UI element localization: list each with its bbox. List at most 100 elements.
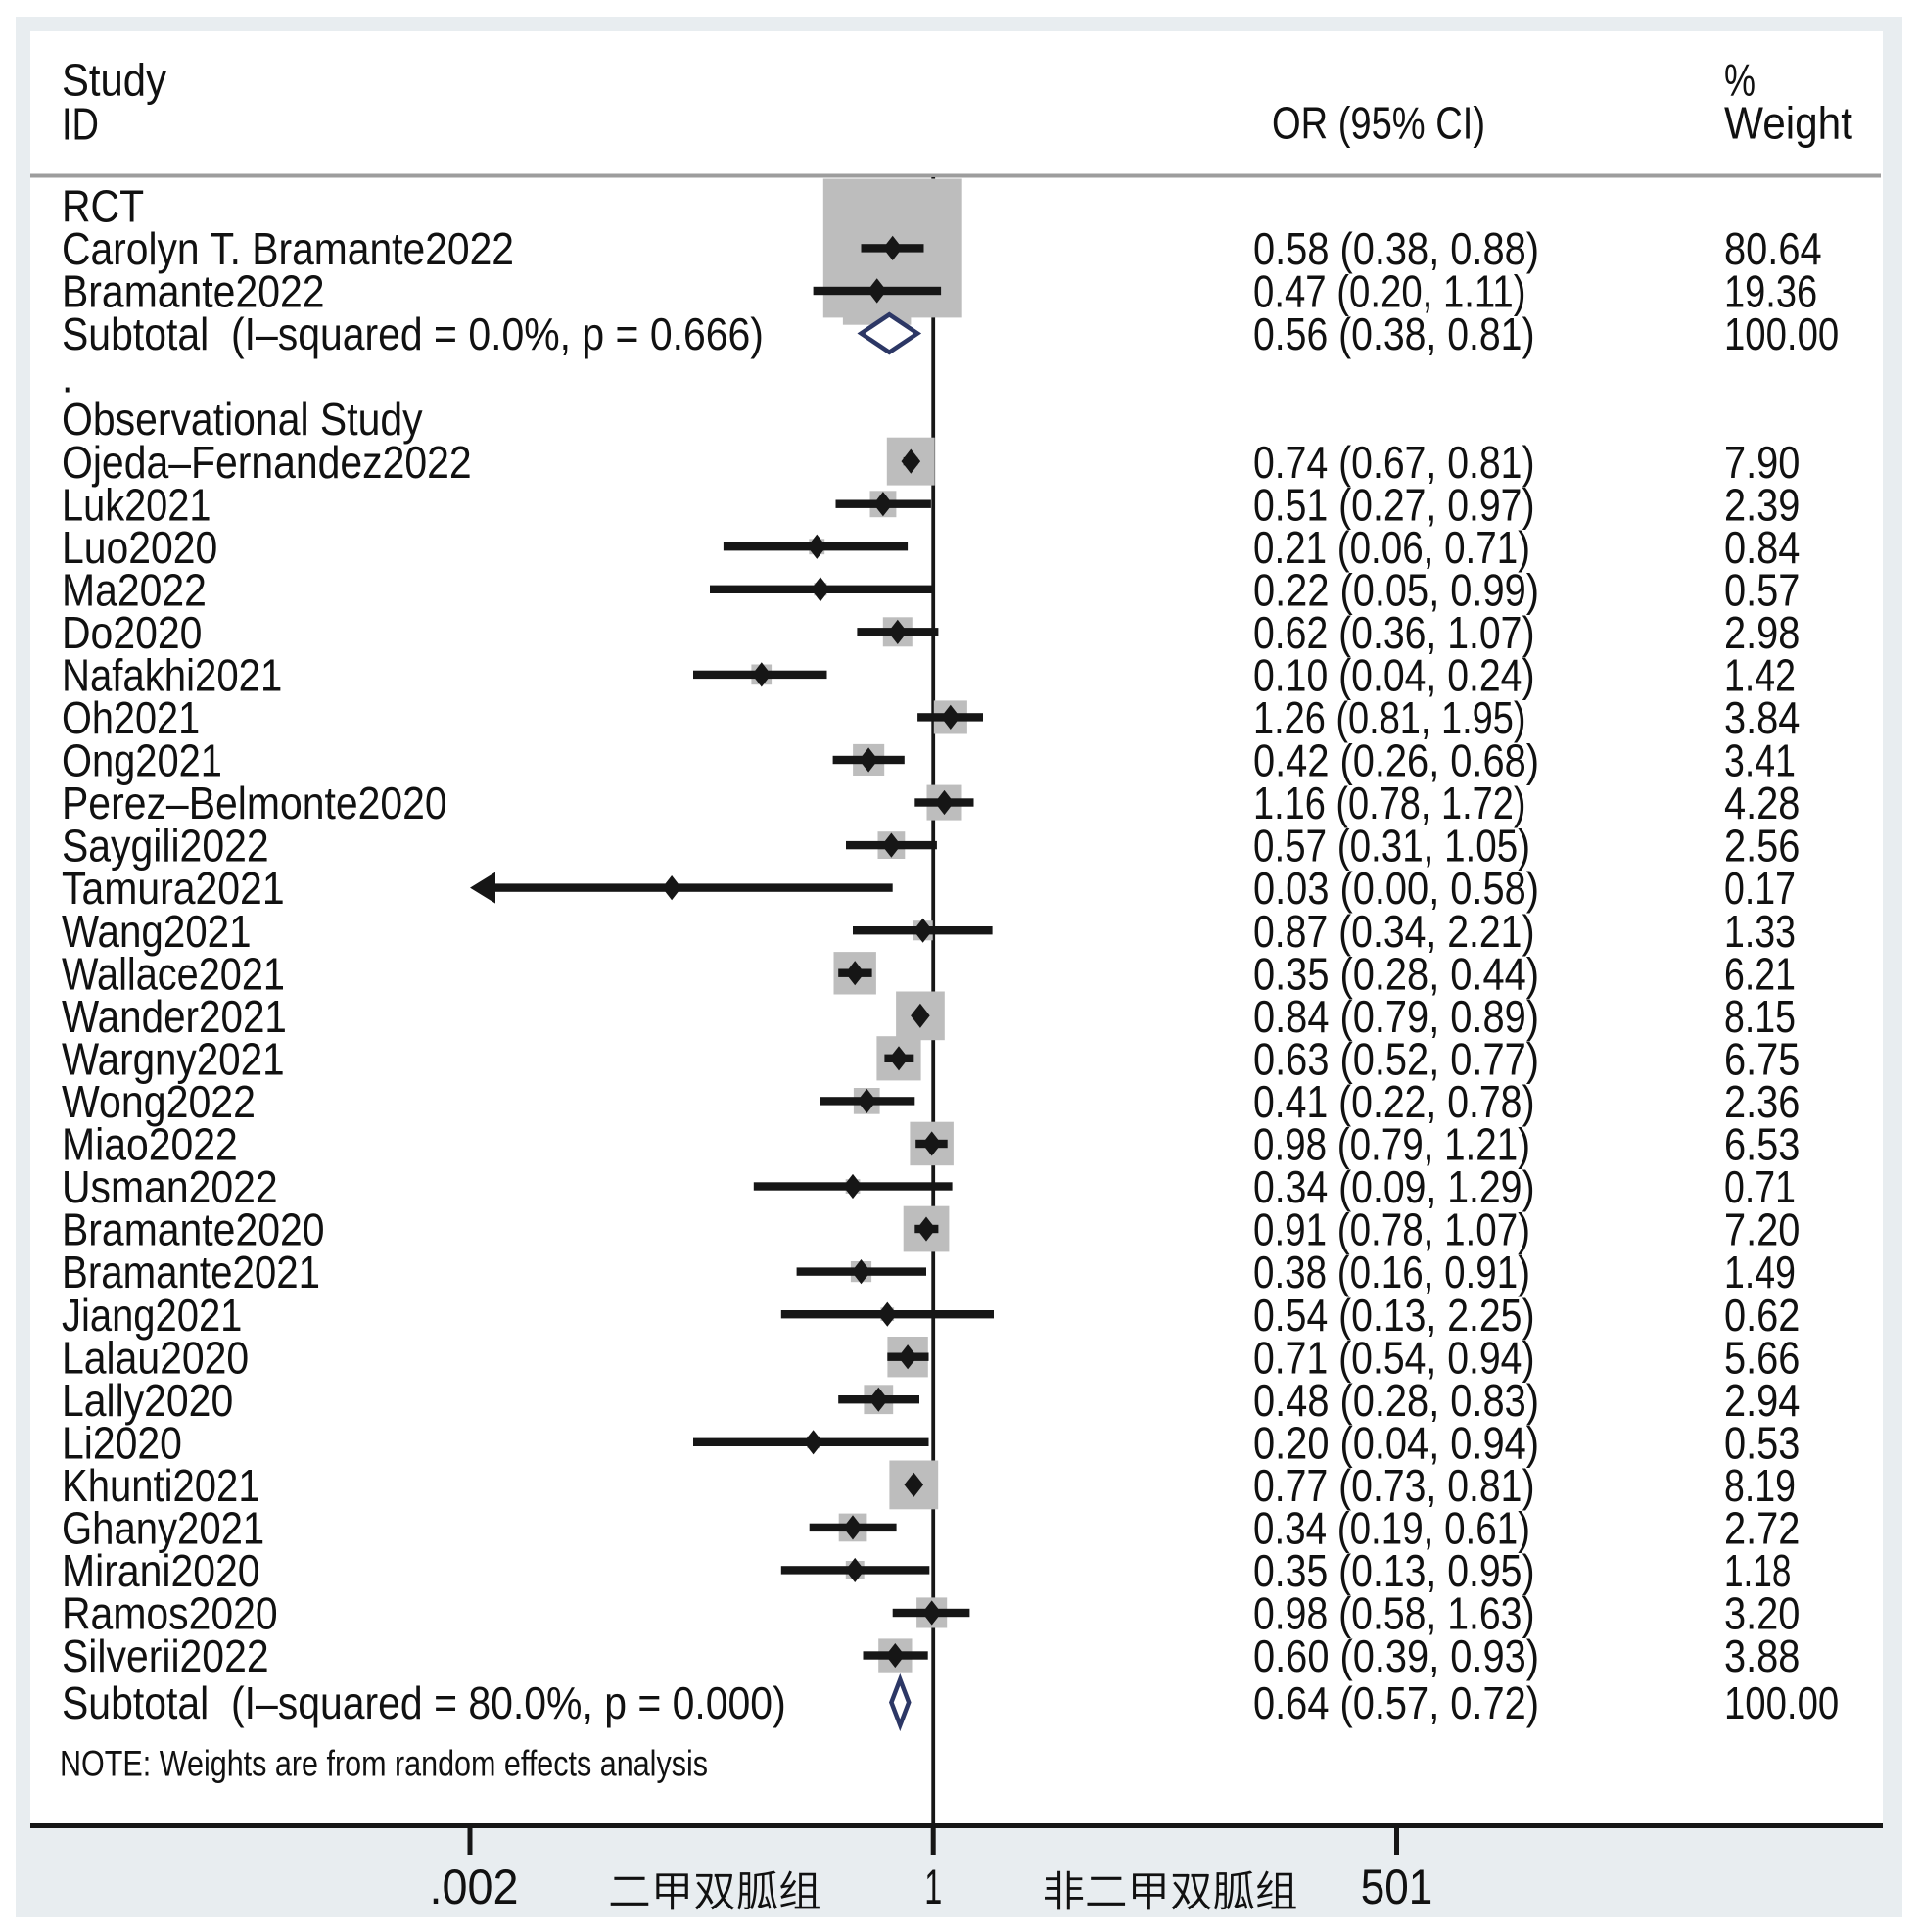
svg-text:0.84 (0.79, 0.89): 0.84 (0.79, 0.89) [1253,991,1539,1042]
svg-text:OR (95% CI): OR (95% CI) [1272,98,1485,149]
svg-text:0.34 (0.19, 0.61): 0.34 (0.19, 0.61) [1253,1503,1530,1554]
svg-text:0.91 (0.78, 1.07): 0.91 (0.78, 1.07) [1253,1204,1530,1255]
svg-text:NOTE: Weights are from random: NOTE: Weights are from random effects an… [60,1744,708,1784]
svg-text:3.41: 3.41 [1724,735,1796,786]
svg-text:1.42: 1.42 [1724,650,1796,701]
svg-text:5.66: 5.66 [1724,1332,1800,1383]
svg-text:6.53: 6.53 [1724,1119,1800,1170]
svg-text:Wargny2021: Wargny2021 [62,1033,285,1084]
svg-text:0.98 (0.58, 1.63): 0.98 (0.58, 1.63) [1253,1588,1535,1639]
svg-text:Observational Study: Observational Study [62,394,423,445]
svg-text:0.57: 0.57 [1724,564,1800,615]
svg-text:8.19: 8.19 [1724,1460,1796,1511]
svg-text:2.39: 2.39 [1724,479,1800,530]
svg-text:0.17: 0.17 [1724,863,1796,914]
svg-text:0.62: 0.62 [1724,1290,1800,1341]
svg-text:0.20 (0.04, 0.94): 0.20 (0.04, 0.94) [1253,1417,1539,1468]
svg-text:Weight: Weight [1724,98,1852,149]
svg-text:Wander2021: Wander2021 [62,991,287,1042]
svg-text:Saygili2022: Saygili2022 [62,821,269,872]
svg-text:0.77 (0.73, 0.81): 0.77 (0.73, 0.81) [1253,1460,1535,1511]
svg-text:Ong2021: Ong2021 [62,735,222,786]
svg-text:8.15: 8.15 [1724,991,1796,1042]
svg-text:Luo2020: Luo2020 [62,522,217,573]
svg-text:0.42 (0.26, 0.68): 0.42 (0.26, 0.68) [1253,735,1539,786]
svg-text:0.84: 0.84 [1724,522,1800,573]
svg-text:Luk2021: Luk2021 [62,479,211,530]
svg-text:Ojeda–Fernandez2022: Ojeda–Fernandez2022 [62,437,472,488]
svg-text:0.21 (0.06, 0.71): 0.21 (0.06, 0.71) [1253,522,1530,573]
svg-text:0.34 (0.09, 1.29): 0.34 (0.09, 1.29) [1253,1161,1535,1212]
svg-text:Wang2021: Wang2021 [62,906,252,957]
svg-text:7.90: 7.90 [1724,437,1800,488]
svg-text:2.72: 2.72 [1724,1503,1800,1554]
svg-text:Khunti2021: Khunti2021 [62,1460,260,1511]
svg-text:Mirani2020: Mirani2020 [62,1545,260,1596]
svg-text:0.54 (0.13, 2.25): 0.54 (0.13, 2.25) [1253,1290,1535,1341]
svg-text:Lalau2020: Lalau2020 [62,1332,249,1383]
svg-text:1.16 (0.78, 1.72): 1.16 (0.78, 1.72) [1253,778,1526,828]
svg-text:Lally2020: Lally2020 [62,1375,233,1426]
svg-text:501: 501 [1361,1860,1433,1914]
svg-text:0.57 (0.31, 1.05): 0.57 (0.31, 1.05) [1253,821,1530,872]
svg-text:.: . [62,352,72,402]
svg-text:Miao2022: Miao2022 [62,1119,238,1170]
svg-text:Li2020: Li2020 [62,1417,182,1468]
svg-text:100.00: 100.00 [1724,308,1839,359]
svg-text:0.60 (0.39, 0.93): 0.60 (0.39, 0.93) [1253,1630,1539,1681]
svg-text:Do2020: Do2020 [62,607,202,658]
svg-text:0.03 (0.00, 0.58): 0.03 (0.00, 0.58) [1253,863,1539,914]
svg-text:4.28: 4.28 [1724,778,1800,828]
svg-text:RCT: RCT [62,181,144,232]
svg-text:0.56 (0.38, 0.81): 0.56 (0.38, 0.81) [1253,308,1535,359]
svg-text:0.48 (0.28, 0.83): 0.48 (0.28, 0.83) [1253,1375,1539,1426]
svg-text:0.62 (0.36, 1.07): 0.62 (0.36, 1.07) [1253,607,1535,658]
svg-text:Ma2022: Ma2022 [62,564,207,615]
svg-text:Usman2022: Usman2022 [62,1161,278,1212]
svg-text:.002: .002 [430,1860,519,1914]
svg-text:0.58 (0.38, 0.88): 0.58 (0.38, 0.88) [1253,223,1539,274]
svg-text:0.51 (0.27, 0.97): 0.51 (0.27, 0.97) [1253,479,1535,530]
svg-text:0.63 (0.52, 0.77): 0.63 (0.52, 0.77) [1253,1033,1539,1084]
svg-text:7.20: 7.20 [1724,1204,1800,1255]
svg-text:6.75: 6.75 [1724,1033,1800,1084]
svg-text:0.35 (0.28, 0.44): 0.35 (0.28, 0.44) [1253,948,1539,999]
svg-text:Wong2022: Wong2022 [62,1076,256,1127]
svg-text:2.98: 2.98 [1724,607,1800,658]
svg-text:Oh2021: Oh2021 [62,692,200,743]
svg-text:0.41 (0.22, 0.78): 0.41 (0.22, 0.78) [1253,1076,1535,1127]
svg-text:0.87 (0.34, 2.21): 0.87 (0.34, 2.21) [1253,906,1535,957]
svg-text:1.26 (0.81, 1.95): 1.26 (0.81, 1.95) [1253,692,1526,743]
svg-text:0.35 (0.13, 0.95): 0.35 (0.13, 0.95) [1253,1545,1535,1596]
svg-text:Bramante2021: Bramante2021 [62,1247,320,1297]
svg-text:1: 1 [924,1860,942,1914]
svg-text:0.98 (0.79, 1.21): 0.98 (0.79, 1.21) [1253,1119,1530,1170]
svg-text:0.47 (0.20, 1.11): 0.47 (0.20, 1.11) [1253,266,1526,317]
svg-text:2.94: 2.94 [1724,1375,1800,1426]
svg-text:3.20: 3.20 [1724,1588,1800,1639]
svg-text:0.64 (0.57, 0.72): 0.64 (0.57, 0.72) [1253,1677,1539,1728]
svg-text:1.33: 1.33 [1724,906,1796,957]
svg-text:2.36: 2.36 [1724,1076,1800,1127]
svg-text:Wallace2021: Wallace2021 [62,948,285,999]
svg-text:Nafakhi2021: Nafakhi2021 [62,650,282,701]
svg-text:0.10 (0.04, 0.24): 0.10 (0.04, 0.24) [1253,650,1535,701]
svg-text:3.84: 3.84 [1724,692,1800,743]
svg-text:Jiang2021: Jiang2021 [62,1290,242,1341]
svg-text:ID: ID [62,99,99,150]
svg-text:Subtotal (I–squared = 0.0%, p: Subtotal (I–squared = 0.0%, p = 0.666) [62,308,764,359]
svg-text:Perez–Belmonte2020: Perez–Belmonte2020 [62,778,447,828]
svg-text:6.21: 6.21 [1724,948,1796,999]
svg-text:Ghany2021: Ghany2021 [62,1503,264,1554]
svg-text:100.00: 100.00 [1724,1677,1839,1728]
svg-text:Silverii2022: Silverii2022 [62,1630,269,1681]
svg-text:2.56: 2.56 [1724,821,1800,872]
svg-text:3.88: 3.88 [1724,1630,1800,1681]
svg-text:Bramante2020: Bramante2020 [62,1204,325,1255]
svg-text:Subtotal (I–squared = 80.0%,: Subtotal (I–squared = 80.0%, p = 0.000) [62,1677,786,1728]
svg-text:Study: Study [62,55,166,106]
svg-text:1.18: 1.18 [1724,1545,1791,1596]
svg-text:Tamura2021: Tamura2021 [62,863,285,914]
svg-text:%: % [1724,55,1756,106]
svg-text:19.36: 19.36 [1724,266,1817,317]
